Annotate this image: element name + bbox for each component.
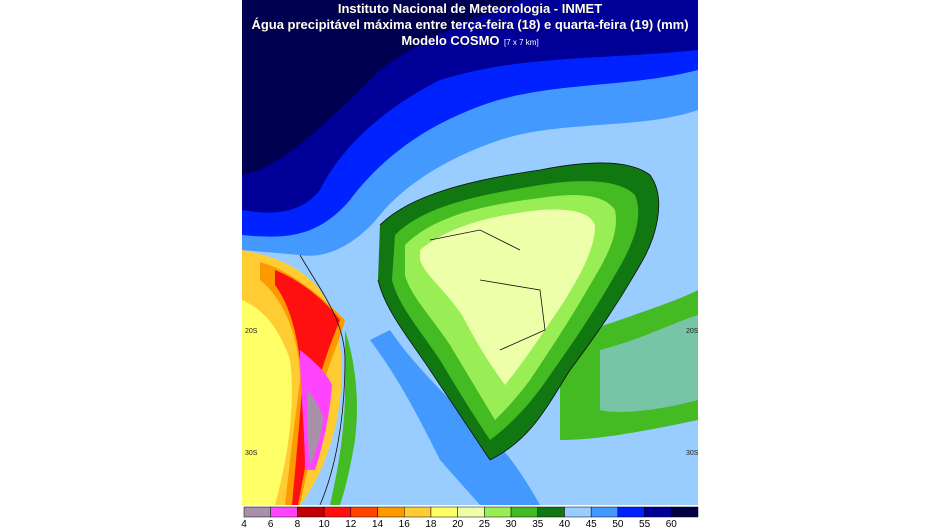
- lat-label: 20S: [686, 328, 699, 335]
- color-swatch: [484, 506, 512, 518]
- legend-label: 6: [268, 519, 274, 530]
- legend-label: 12: [345, 519, 357, 530]
- legend-label: 4: [241, 519, 247, 530]
- legend-label: 45: [586, 519, 598, 530]
- andes-gray: [307, 390, 323, 465]
- legend-label: 10: [319, 519, 331, 530]
- pacific-pale: [242, 300, 292, 505]
- atlantic-patch: [600, 315, 698, 412]
- title-line3: Modelo COSMO [7 x 7 km]: [401, 32, 538, 49]
- model-name: Modelo COSMO: [401, 33, 499, 48]
- color-swatch: [644, 506, 672, 518]
- legend-label: 30: [505, 519, 517, 530]
- legend-label: 25: [479, 519, 491, 530]
- lat-label: 30S: [245, 450, 258, 457]
- ocean-darkest: [242, 0, 520, 175]
- legend-label: 50: [612, 519, 624, 530]
- legend-label: 60: [666, 519, 678, 530]
- legend-label: 20: [452, 519, 464, 530]
- color-swatch: [430, 506, 458, 518]
- color-swatch: [564, 506, 592, 518]
- legend-label: 40: [559, 519, 571, 530]
- title-line1: Instituto Nacional de Meteorologia - INM…: [338, 1, 602, 16]
- coastline: [379, 162, 660, 461]
- color-swatch: [243, 506, 271, 518]
- color-swatch: [671, 506, 699, 518]
- color-swatch: [297, 506, 325, 518]
- color-swatch: [377, 506, 405, 518]
- land-pale: [420, 209, 595, 385]
- argentina-green: [330, 330, 357, 505]
- color-swatch: [510, 506, 539, 518]
- color-swatch: [617, 506, 645, 518]
- colorbar: 4 6 8 10 12 14 16 18 20 25 30 35 40 45 50 55 60: [241, 506, 699, 530]
- map: 20S 30S 20S 30S: [242, 0, 699, 506]
- color-swatch: [590, 506, 619, 518]
- color-swatch: [457, 506, 485, 518]
- legend-label: 16: [399, 519, 411, 530]
- lat-label: 30S: [686, 450, 699, 457]
- legend-label: 55: [639, 519, 651, 530]
- borders: [299, 229, 546, 506]
- south-band: [370, 330, 540, 505]
- lat-label: 20S: [245, 328, 258, 335]
- resolution: [7 x 7 km]: [504, 38, 539, 47]
- legend-label: 35: [532, 519, 544, 530]
- title-line2: Água precipitável máxima entre terça-fei…: [251, 17, 688, 32]
- legend-label: 14: [372, 519, 384, 530]
- color-swatch: [323, 506, 352, 518]
- color-swatch: [403, 506, 432, 518]
- legend-label: 8: [295, 519, 301, 530]
- color-swatch: [270, 506, 298, 518]
- color-swatch: [537, 506, 565, 518]
- color-swatch: [350, 506, 378, 518]
- legend-label: 18: [425, 519, 437, 530]
